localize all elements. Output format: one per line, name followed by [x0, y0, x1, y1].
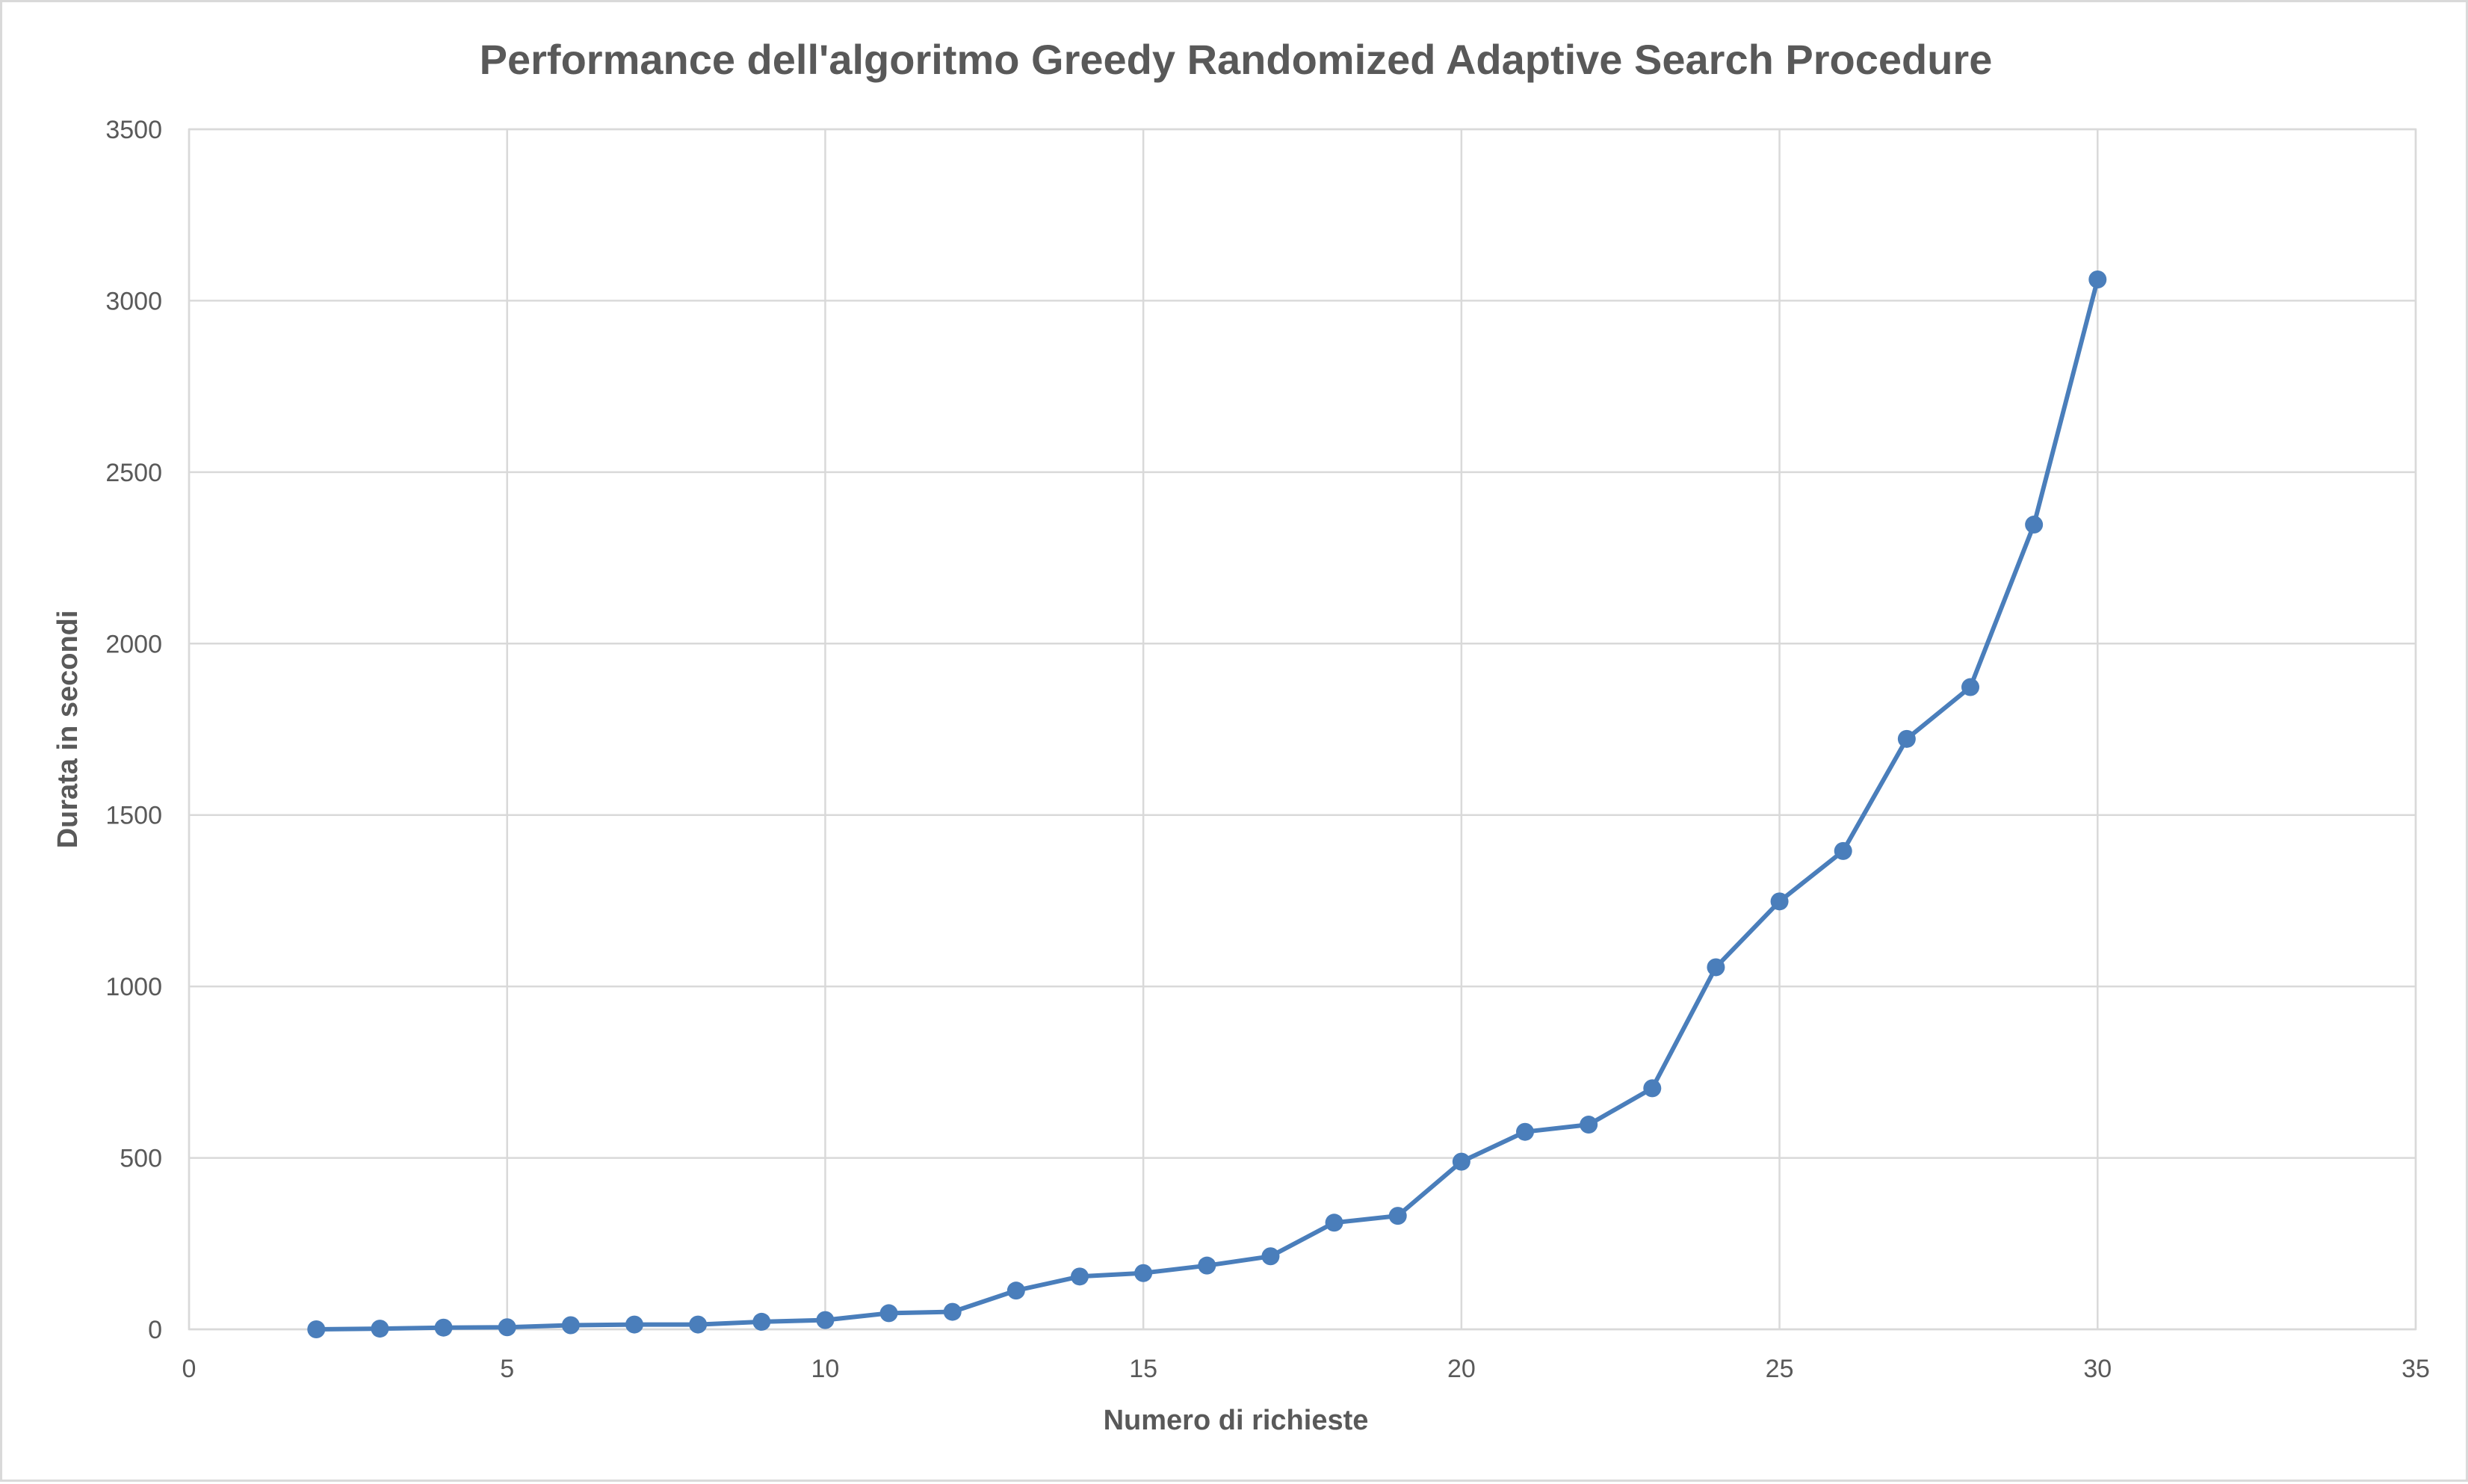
- data-point-marker: [752, 1312, 771, 1331]
- x-axis-ticks: 0 5 10 15 20 25 30 35: [182, 1355, 2430, 1383]
- data-point-marker: [1071, 1267, 1089, 1286]
- data-point-marker: [1770, 892, 1789, 911]
- data-point-marker: [371, 1320, 389, 1338]
- data-point-marker: [307, 1320, 326, 1338]
- y-tick-label: 2500: [105, 459, 162, 487]
- data-point-marker: [1388, 1207, 1407, 1225]
- y-tick-label: 2000: [105, 630, 162, 658]
- x-tick-label: 20: [1447, 1355, 1476, 1383]
- series-layer: [307, 270, 2107, 1338]
- plot-area-border: [188, 128, 2417, 1331]
- y-tick-label: 3000: [105, 287, 162, 315]
- data-point-marker: [689, 1315, 708, 1334]
- y-axis-ticks: 0 500 1000 1500 2000 2500 3000 3500: [105, 116, 162, 1344]
- data-point-marker: [1198, 1256, 1216, 1275]
- y-tick-label: 0: [148, 1316, 162, 1344]
- data-point-marker: [816, 1311, 835, 1329]
- x-tick-label: 35: [2401, 1355, 2430, 1383]
- data-point-marker: [943, 1302, 962, 1321]
- data-point-marker: [1961, 678, 1979, 696]
- data-point-marker: [561, 1316, 580, 1335]
- x-axis-title: Numero di richieste: [1104, 1405, 1369, 1436]
- data-point-marker: [1707, 958, 1725, 977]
- gridlines: [188, 128, 2417, 1331]
- data-point-marker: [1516, 1122, 1534, 1141]
- data-point-marker: [1006, 1282, 1025, 1300]
- series-line: [314, 277, 2100, 1332]
- y-tick-label: 500: [120, 1145, 162, 1173]
- x-tick-label: 30: [2083, 1355, 2112, 1383]
- y-tick-label: 1500: [105, 802, 162, 830]
- data-point-marker: [879, 1304, 898, 1323]
- data-point-marker: [1643, 1079, 1662, 1098]
- data-point-marker: [498, 1318, 516, 1337]
- data-point-marker: [1134, 1264, 1153, 1282]
- x-tick-label: 5: [500, 1355, 514, 1383]
- data-point-marker: [2025, 516, 2044, 534]
- x-tick-label: 0: [182, 1355, 197, 1383]
- y-axis-title: Durata in secondi: [52, 610, 84, 849]
- data-point-marker: [625, 1315, 643, 1334]
- data-point-marker: [1897, 729, 1916, 748]
- data-point-marker: [434, 1318, 453, 1337]
- data-point-marker: [1452, 1152, 1470, 1171]
- data-point-marker: [2088, 270, 2107, 288]
- x-tick-label: 10: [811, 1355, 840, 1383]
- data-point-marker: [1834, 841, 1852, 860]
- x-tick-label: 25: [1766, 1355, 1794, 1383]
- y-tick-label: 1000: [105, 973, 162, 1001]
- data-point-marker: [1580, 1116, 1598, 1134]
- chart-title: Performance dell'algoritmo Greedy Random…: [480, 36, 1993, 83]
- x-tick-label: 15: [1129, 1355, 1157, 1383]
- y-tick-label: 3500: [105, 116, 162, 144]
- data-point-marker: [1325, 1214, 1343, 1232]
- data-point-marker: [1261, 1247, 1280, 1266]
